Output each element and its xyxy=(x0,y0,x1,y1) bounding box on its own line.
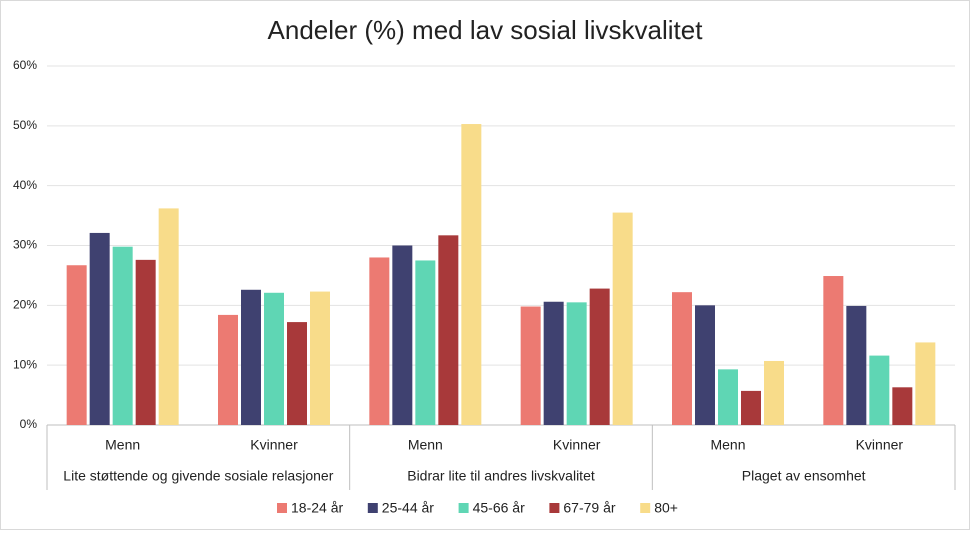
legend-swatch xyxy=(277,503,287,513)
bar xyxy=(415,260,436,425)
bar xyxy=(264,292,284,425)
x-tick-label: Menn xyxy=(710,437,745,453)
bar xyxy=(89,232,110,425)
legend-swatch xyxy=(367,503,378,513)
legend-swatch xyxy=(640,503,651,513)
bar xyxy=(915,342,936,425)
y-tick-label: 0% xyxy=(20,417,38,431)
y-tick-label: 10% xyxy=(13,357,37,371)
group-label: Lite støttende og givende sosiale relasj… xyxy=(63,468,333,484)
x-tick-label: Kvinner xyxy=(553,437,601,453)
bar xyxy=(392,245,413,425)
x-tick-label: Kvinner xyxy=(856,437,904,453)
bar xyxy=(695,305,715,425)
bar xyxy=(718,369,738,425)
bar xyxy=(741,390,761,425)
y-tick-label: 60% xyxy=(13,58,37,72)
bar xyxy=(869,355,890,425)
y-tick-label: 40% xyxy=(13,178,37,192)
bar xyxy=(158,208,179,425)
bar xyxy=(66,265,87,425)
x-tick-label: Kvinner xyxy=(250,437,298,453)
legend-label: 45-66 år xyxy=(473,500,525,516)
bar xyxy=(218,314,238,425)
bar xyxy=(589,288,610,425)
bar xyxy=(287,322,307,425)
x-tick-label: Menn xyxy=(408,437,443,453)
group-label: Bidrar lite til andres livskvalitet xyxy=(407,468,595,484)
y-tick-label: 20% xyxy=(13,298,37,312)
y-tick-label: 50% xyxy=(13,118,37,132)
bar xyxy=(566,302,587,425)
bar xyxy=(672,292,692,425)
bar xyxy=(112,246,133,425)
bar xyxy=(823,276,844,425)
bar xyxy=(612,212,633,425)
bar xyxy=(438,235,459,425)
bar xyxy=(846,305,867,425)
bar xyxy=(310,291,330,425)
y-tick-label: 30% xyxy=(13,238,37,252)
bar xyxy=(892,387,913,425)
bar xyxy=(369,257,390,425)
bar xyxy=(543,301,564,425)
legend-swatch xyxy=(549,503,560,513)
legend-label: 18-24 år xyxy=(291,500,343,516)
bar xyxy=(764,360,784,425)
group-label: Plaget av ensomhet xyxy=(742,468,866,484)
bar xyxy=(520,306,541,425)
bar xyxy=(461,124,482,425)
legend-swatch xyxy=(458,503,469,513)
legend-label: 80+ xyxy=(654,500,678,516)
bar xyxy=(241,289,261,425)
bar xyxy=(135,259,156,425)
x-tick-label: Menn xyxy=(105,437,140,453)
legend-label: 25-44 år xyxy=(382,500,434,516)
legend-label: 67-79 år xyxy=(563,500,615,516)
chart-title: Andeler (%) med lav sosial livskvalitet xyxy=(268,15,704,45)
